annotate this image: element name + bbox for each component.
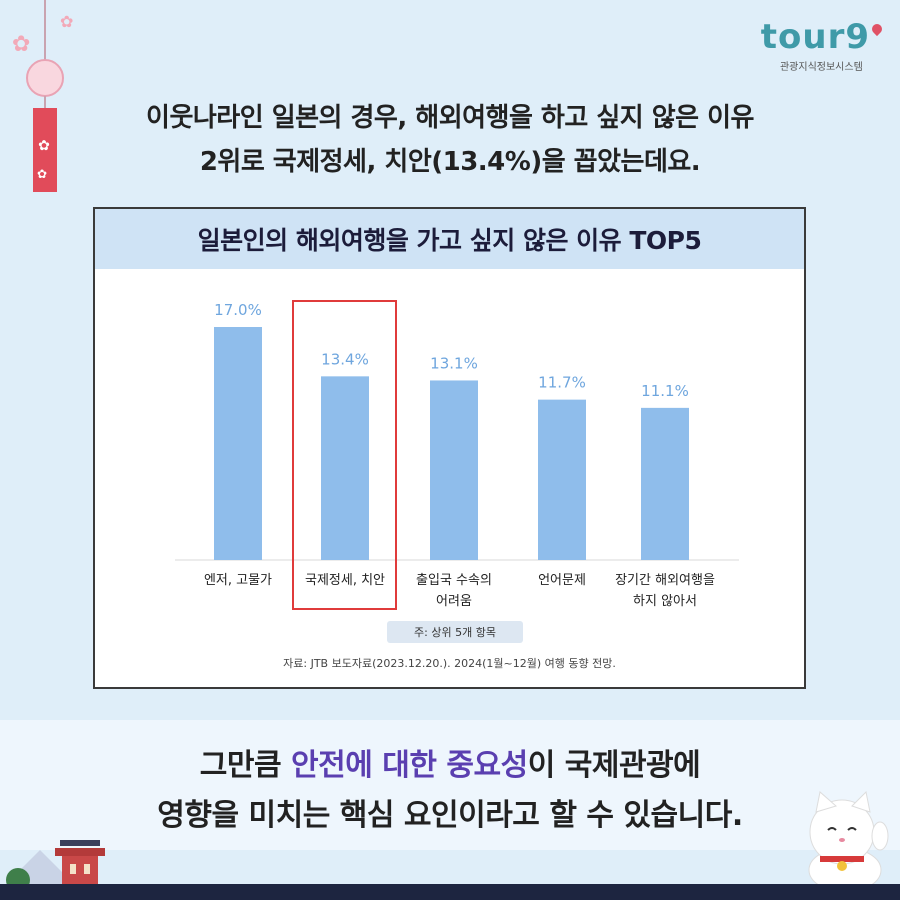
headline: 이웃나라인 일본의 경우, 해외여행을 하고 싶지 않은 이유 2위로 국제정세… — [0, 96, 900, 184]
bottom-band — [0, 720, 900, 850]
category-label: 국제정세, 치안 — [305, 573, 385, 588]
headline-line-2: 2위로 국제정세, 치안(13.4%)을 꼽았는데요. — [199, 147, 701, 177]
category-label: 장기간 해외여행을 — [615, 572, 715, 588]
tour9-logo: tour9 관광지식정보시스템 — [760, 17, 885, 73]
highlight-box — [292, 300, 397, 610]
category-label: 언어문제 — [538, 573, 586, 588]
headline-line-1: 이웃나라인 일본의 경우, 해외여행을 하고 싶지 않은 이유 — [146, 103, 754, 133]
bar — [641, 407, 689, 560]
chart-panel: 일본인의 해외여행을 가고 싶지 않은 이유 TOP5 17.0% 엔저, 고물가… — [93, 207, 806, 689]
closing-post: 이 국제관광에 — [527, 748, 701, 783]
chart-header: 일본인의 해외여행을 가고 싶지 않은 이유 TOP5 — [95, 209, 804, 269]
closing-accent: 안전에 대한 중요성 — [291, 748, 528, 783]
closing-line-1: 그만큼 안전에 대한 중요성이 국제관광에 — [0, 741, 900, 791]
closing-line-2: 영향을 미치는 핵심 요인이라고 할 수 있습니다. — [157, 798, 743, 833]
cherry-blossom-icon: ✿ — [60, 12, 74, 31]
logo-word: tour9 — [760, 17, 870, 57]
bar — [321, 376, 369, 560]
footer-strip — [0, 884, 900, 900]
cherry-blossom-icon: ✿ — [12, 32, 31, 57]
shrine-decoration — [0, 840, 105, 890]
closing-statement: 그만큼 안전에 대한 중요성이 국제관광에 영향을 미치는 핵심 요인이라고 할… — [0, 741, 900, 841]
bar — [214, 327, 262, 560]
chart-note: 주: 상위 5개 항목 — [387, 621, 523, 643]
chart-title: 일본인의 해외여행을 가고 싶지 않은 이유 TOP5 — [197, 226, 702, 255]
category-label: 출입국 수속의 — [416, 573, 492, 588]
lucky-cat-icon — [808, 790, 889, 890]
bar-value-label: 13.4% — [321, 350, 369, 368]
closing-pre: 그만큼 — [199, 748, 291, 783]
category-label: 어려움 — [436, 594, 472, 609]
wind-chime-decoration: ✿ ✿ — [26, 0, 64, 192]
bar-value-label: 17.0% — [214, 301, 262, 319]
chart-source: 자료: JTB 보도자료(2023.12.20.). 2024(1월~12월) … — [283, 657, 616, 670]
category-label: 엔저, 고물가 — [204, 573, 272, 588]
bar-value-label: 11.1% — [641, 382, 689, 400]
bar-value-label: 11.7% — [538, 374, 586, 392]
svg-text:✿: ✿ — [37, 167, 47, 181]
bar-value-label: 13.1% — [430, 354, 478, 372]
bar — [430, 380, 478, 560]
bar-chart: 17.0% 엔저, 고물가 13.4% 국제정세, 치안 13.1% 출입국 수속의어려움… — [175, 301, 739, 609]
logo-subtitle: 관광지식정보시스템 — [779, 62, 863, 73]
svg-text:✿: ✿ — [38, 138, 50, 154]
location-pin-icon — [869, 21, 885, 37]
category-label: 하지 않아서 — [633, 594, 697, 609]
bar — [538, 399, 586, 560]
